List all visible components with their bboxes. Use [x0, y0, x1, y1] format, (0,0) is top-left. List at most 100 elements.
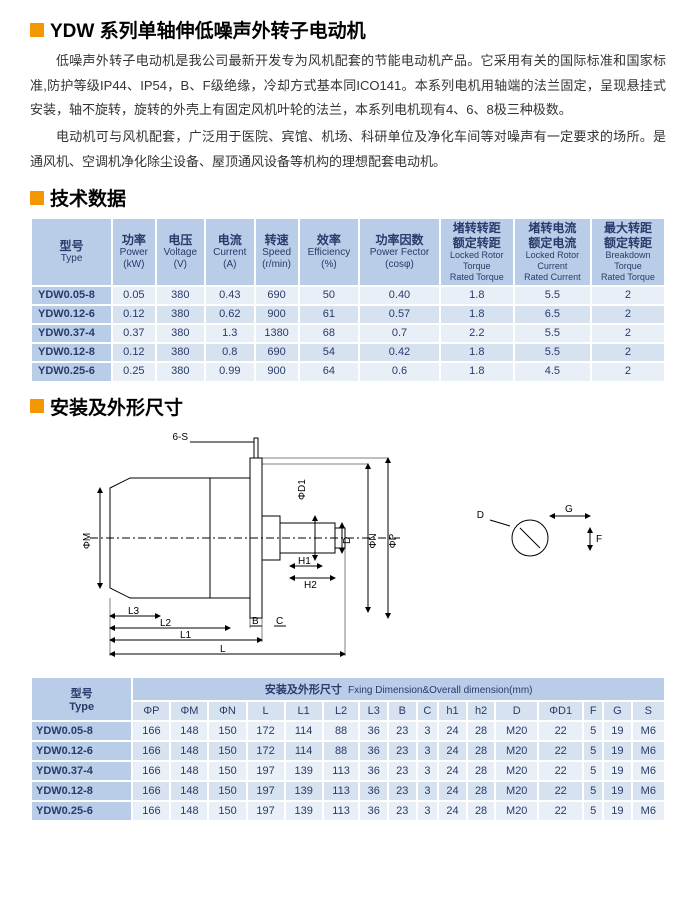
cell: 3: [417, 741, 439, 761]
cell: 0.57: [359, 305, 440, 324]
col-bdt: 最大转距 额定转距Breakdown Torque Rated Torque: [591, 218, 665, 285]
cell: 36: [359, 721, 388, 741]
cell: 61: [299, 305, 360, 324]
cell: 166: [132, 761, 170, 781]
cell: 24: [438, 801, 467, 821]
cell: 19: [603, 741, 632, 761]
cell: 3: [417, 801, 439, 821]
cell: 139: [285, 781, 323, 801]
tech-header: 技术数据: [30, 184, 666, 211]
cell: 0.37: [112, 324, 155, 343]
cell: 5: [583, 801, 603, 821]
page-root: YDW 系列单轴伸低噪声外转子电动机 低噪声外转子电动机是我公司最新开发专为风机…: [0, 0, 696, 840]
cell: 22: [538, 741, 583, 761]
cell: 380: [156, 286, 205, 305]
table-row: YDW0.12-8166148150197139113362332428M202…: [31, 781, 665, 801]
cell: 5.5: [514, 286, 591, 305]
cell: 0.12: [112, 343, 155, 362]
square-icon: [30, 191, 44, 205]
dim-col: ΦD1: [538, 701, 583, 721]
dim-col: S: [632, 701, 665, 721]
cell: 690: [255, 343, 299, 362]
cell: 24: [438, 721, 467, 741]
table-row: YDW0.12-8 0.12 380 0.8 690 54 0.42 1.8 5…: [31, 343, 665, 362]
cell: 19: [603, 801, 632, 821]
col-speed: 转速Speed(r/min): [255, 218, 299, 285]
cell-model: YDW0.05-8: [31, 286, 112, 305]
cell: 24: [438, 741, 467, 761]
cell: 88: [323, 741, 360, 761]
cell: M20: [495, 761, 538, 781]
lbl-c: C: [276, 616, 283, 627]
cell-model: YDW0.12-6: [31, 305, 112, 324]
cell: 0.12: [112, 305, 155, 324]
cell: 150: [208, 801, 246, 821]
cell: 22: [538, 761, 583, 781]
cell: 5: [583, 781, 603, 801]
cell: 1.8: [440, 305, 514, 324]
cell: 1.8: [440, 286, 514, 305]
dim-col: ΦP: [132, 701, 170, 721]
table-row: YDW0.05-8 0.05 380 0.43 690 50 0.40 1.8 …: [31, 286, 665, 305]
cell: 22: [538, 721, 583, 741]
lbl-D: D: [342, 536, 353, 543]
tech-title: 技术数据: [50, 184, 126, 211]
cell: 36: [359, 801, 388, 821]
col-lrc: 堵转电流 额定电流Locked Rotor Current Rated Curr…: [514, 218, 591, 285]
cell: 113: [323, 781, 360, 801]
main-header: YDW 系列单轴伸低噪声外转子电动机: [30, 16, 666, 43]
cell: 0.05: [112, 286, 155, 305]
dim-table: 型号Type 安装及外形尺寸 Fxing Dimension&Overall d…: [30, 676, 666, 822]
dim-col: G: [603, 701, 632, 721]
col-eff: 效率Efficiency(%): [299, 218, 360, 285]
cell-model: YDW0.12-8: [31, 343, 112, 362]
cell: M20: [495, 781, 538, 801]
cell: 50: [299, 286, 360, 305]
lbl-l2: L2: [160, 618, 172, 629]
dim-col: ΦN: [208, 701, 246, 721]
dim-col-type: 型号Type: [31, 677, 132, 721]
table-row: YDW0.05-816614815017211488362332428M2022…: [31, 721, 665, 741]
lbl-s: 6-S: [172, 432, 188, 443]
cell: 172: [247, 741, 285, 761]
dim-col: L2: [323, 701, 360, 721]
cell: 23: [388, 721, 417, 741]
cell: 2: [591, 343, 665, 362]
cell-model: YDW0.12-6: [31, 741, 132, 761]
cell: 28: [467, 761, 496, 781]
cell: 22: [538, 801, 583, 821]
table-row: YDW0.12-616614815017211488362332428M2022…: [31, 741, 665, 761]
cell: 54: [299, 343, 360, 362]
cell: 68: [299, 324, 360, 343]
cell: 114: [285, 741, 323, 761]
cell: M6: [632, 761, 665, 781]
lbl-phid1: ΦD1: [297, 478, 308, 499]
cell: 114: [285, 721, 323, 741]
cell: M6: [632, 801, 665, 821]
cell: 2: [591, 286, 665, 305]
lbl-phip: ΦP: [388, 533, 399, 548]
cell: M20: [495, 741, 538, 761]
cell: 380: [156, 324, 205, 343]
cell: 148: [170, 721, 208, 741]
cell: 166: [132, 801, 170, 821]
dim-col: h2: [467, 701, 496, 721]
dim-col: B: [388, 701, 417, 721]
lbl-l3: L3: [128, 606, 140, 617]
cell: 6.5: [514, 305, 591, 324]
lbl-b: B: [252, 616, 259, 627]
table-row: YDW0.37-4 0.37 380 1.3 1380 68 0.7 2.2 5…: [31, 324, 665, 343]
cell: 36: [359, 741, 388, 761]
cell: 0.7: [359, 324, 440, 343]
cell: 148: [170, 781, 208, 801]
cell: 88: [323, 721, 360, 741]
intro-p1: 低噪声外转子电动机是我公司最新开发专为风机配套的节能电动机产品。它采用有关的国际…: [30, 49, 666, 123]
cell: 1.3: [205, 324, 254, 343]
lbl-phim: ΦM: [82, 532, 93, 548]
cell: 150: [208, 781, 246, 801]
lbl-l: L: [220, 644, 226, 655]
cell: M20: [495, 721, 538, 741]
cell: 0.40: [359, 286, 440, 305]
cell: 23: [388, 781, 417, 801]
dim-col: L: [247, 701, 285, 721]
